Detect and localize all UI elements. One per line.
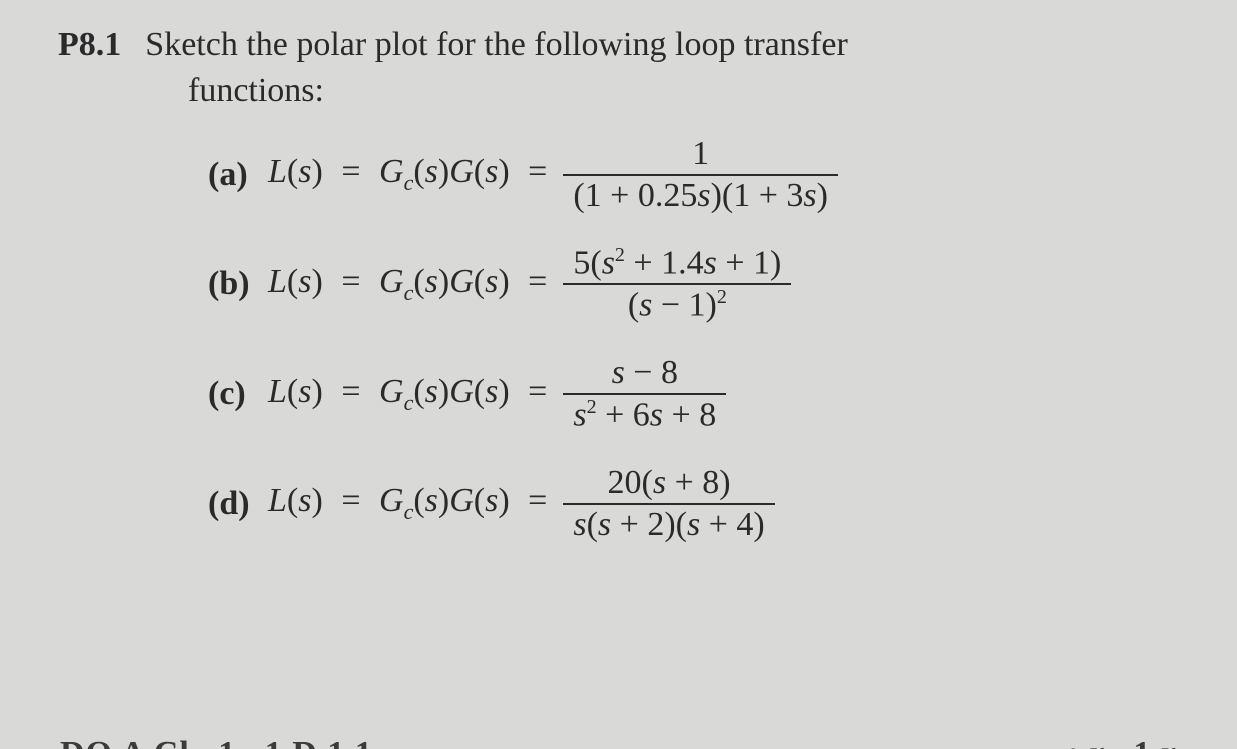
item-label: (a) (208, 156, 268, 194)
subproblem-list: (a) L(s) = Gc(s)G(s) = 1 (1 + 0.25s)(1 +… (208, 134, 1203, 544)
subproblem-d: (d) L(s) = Gc(s)G(s) = 20(s + 8) s(s + 2… (208, 463, 1203, 544)
problem-number: P8.1 (58, 22, 121, 68)
item-label: (d) (208, 485, 268, 523)
subproblem-c: (c) L(s) = Gc(s)G(s) = s − 8 s2 + 6s + 8 (208, 353, 1203, 435)
subproblem-a: (a) L(s) = Gc(s)G(s) = 1 (1 + 0.25s)(1 +… (208, 134, 1203, 215)
problem-header: P8.1 Sketch the polar plot for the follo… (58, 22, 1203, 68)
item-label: (c) (208, 375, 268, 413)
footer-right-fragment: ,• r , 1 r (1058, 735, 1177, 749)
numerator: s − 8 (602, 353, 688, 393)
fraction: s − 8 s2 + 6s + 8 (563, 353, 726, 435)
numerator: 20(s + 8) (598, 463, 741, 503)
problem-prompt-line2: functions: (188, 72, 1203, 110)
lhs-expression: L(s) = Gc(s)G(s) = (268, 482, 557, 525)
denominator: s2 + 6s + 8 (563, 395, 726, 435)
fraction: 1 (1 + 0.25s)(1 + 3s) (563, 134, 838, 215)
denominator: s(s + 2)(s + 4) (563, 505, 774, 545)
cropped-next-line: DO A Cl , 1 , 1 D 1 1 ,• r , 1 r (0, 723, 1237, 749)
lhs-expression: L(s) = Gc(s)G(s) = (268, 153, 557, 196)
problem-prompt-line1: Sketch the polar plot for the following … (145, 22, 1203, 68)
page-scan: P8.1 Sketch the polar plot for the follo… (0, 0, 1237, 544)
numerator: 5(s2 + 1.4s + 1) (563, 243, 791, 283)
lhs-expression: L(s) = Gc(s)G(s) = (268, 263, 557, 306)
denominator: (1 + 0.25s)(1 + 3s) (563, 176, 838, 216)
numerator: 1 (682, 134, 719, 174)
subproblem-b: (b) L(s) = Gc(s)G(s) = 5(s2 + 1.4s + 1) … (208, 243, 1203, 325)
footer-left-fragment: DO A Cl , 1 , 1 D 1 1 (60, 735, 373, 749)
fraction: 20(s + 8) s(s + 2)(s + 4) (563, 463, 774, 544)
lhs-expression: L(s) = Gc(s)G(s) = (268, 373, 557, 416)
fraction: 5(s2 + 1.4s + 1) (s − 1)2 (563, 243, 791, 325)
denominator: (s − 1)2 (618, 285, 737, 325)
item-label: (b) (208, 265, 268, 303)
